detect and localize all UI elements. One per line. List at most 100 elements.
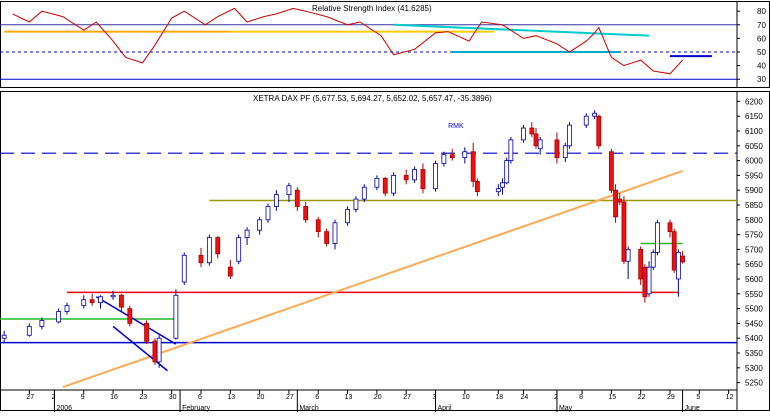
candle-body xyxy=(286,185,292,196)
candle-body xyxy=(642,266,648,298)
candle xyxy=(504,157,510,185)
candle-body xyxy=(449,154,455,159)
candle xyxy=(667,219,673,238)
x-tick-label: 16 xyxy=(110,394,118,401)
candle xyxy=(345,206,350,226)
candle xyxy=(265,203,271,223)
price-tick-label-6150: 6150 xyxy=(745,112,763,121)
candle-body xyxy=(500,182,505,188)
candle xyxy=(64,302,70,315)
candle xyxy=(110,290,116,300)
candle-body xyxy=(81,299,87,307)
candle xyxy=(562,142,568,163)
candle-body xyxy=(173,294,179,339)
candle-body xyxy=(324,231,330,244)
candle-body xyxy=(39,320,45,327)
x-tick-label: 10 xyxy=(462,394,470,401)
x-tick-label: 27 xyxy=(286,394,294,401)
candle-body xyxy=(562,145,568,159)
x-tick-label: 3 xyxy=(433,394,437,401)
candle-body xyxy=(110,294,116,298)
candle-body xyxy=(608,151,614,191)
candle xyxy=(391,172,397,197)
candle xyxy=(650,249,656,271)
candle xyxy=(655,219,660,256)
candle-body xyxy=(56,311,62,323)
candle xyxy=(119,293,124,312)
candle-body xyxy=(374,177,380,188)
candle-body xyxy=(462,151,468,159)
candle xyxy=(236,234,242,265)
x-tick-label: 12 xyxy=(726,394,734,401)
candle-body xyxy=(433,163,438,190)
candle-body xyxy=(345,209,350,224)
x-tick-label: 20 xyxy=(374,394,382,401)
x-tick-label: 6 xyxy=(315,394,319,401)
price-tick-label-5800: 5800 xyxy=(745,216,763,225)
candle xyxy=(152,338,158,365)
candle-body xyxy=(227,266,233,277)
candle-body xyxy=(441,154,447,164)
price-tick-label-5900: 5900 xyxy=(745,186,763,195)
candle xyxy=(144,320,149,345)
candle xyxy=(206,234,212,266)
candle xyxy=(156,335,162,368)
candle xyxy=(403,169,409,185)
price-tick-label-5500: 5500 xyxy=(745,305,763,314)
x-axis: 27 2 9 16 23 30 6 13 20 27 6 13 20 27 3 10 18 24 2 8 15 22 29 5… xyxy=(0,389,737,412)
candle-body xyxy=(144,322,149,342)
price-tick-label-5550: 5550 xyxy=(745,290,763,299)
candle xyxy=(26,323,32,337)
candle xyxy=(89,293,95,306)
rsi-tick-label-30: 30 xyxy=(757,75,766,84)
candle xyxy=(521,125,526,143)
candle-body xyxy=(412,169,417,181)
price-tick-label-5450: 5450 xyxy=(745,319,763,328)
candle xyxy=(533,128,539,149)
price-tick-label-5700: 5700 xyxy=(745,245,763,254)
candle-body xyxy=(583,115,589,126)
x-tick-label: 2 xyxy=(51,394,55,401)
candle xyxy=(646,261,652,297)
candle xyxy=(508,136,514,164)
candle xyxy=(273,190,279,211)
candle-body xyxy=(391,174,397,194)
rsi-title: Relative Strength Index (41.6285) xyxy=(312,4,432,13)
x-month-label: May xyxy=(559,405,573,412)
price-tick-label-6100: 6100 xyxy=(745,127,763,136)
x-tick-label: 20 xyxy=(257,394,265,401)
candle xyxy=(382,176,388,197)
candle-body xyxy=(508,139,514,162)
x-month-label: February xyxy=(182,405,211,412)
candle xyxy=(332,219,338,250)
candle xyxy=(474,178,480,197)
x-tick-label: 27 xyxy=(403,394,411,401)
x-month-label: 2006 xyxy=(56,405,72,412)
candle-body xyxy=(361,186,367,200)
candle xyxy=(680,251,685,264)
price-tick-label-6000: 6000 xyxy=(745,157,763,166)
candle-body xyxy=(198,254,204,264)
annotation-label: RMK xyxy=(448,123,464,130)
candle xyxy=(500,178,505,195)
candle xyxy=(529,122,535,137)
candle xyxy=(412,166,417,183)
candle xyxy=(470,142,476,188)
candle xyxy=(374,175,380,191)
x-tick-label: 9 xyxy=(81,394,85,401)
candle-body xyxy=(64,305,70,312)
x-tick-label: 18 xyxy=(495,394,503,401)
price-tick-label-5750: 5750 xyxy=(745,231,763,240)
candle xyxy=(567,122,572,149)
candle-body xyxy=(156,337,162,363)
candle xyxy=(56,308,62,324)
price-tick-label-5600: 5600 xyxy=(745,275,763,284)
x-month-label: April xyxy=(438,405,452,412)
price-trend-line-9 xyxy=(112,325,168,372)
candle-body xyxy=(504,160,510,184)
price-frame xyxy=(0,91,770,411)
candle-body xyxy=(420,169,426,190)
rsi-panel: 30 40 50 60 70 80 xyxy=(0,1,770,88)
candle-body xyxy=(474,180,480,193)
